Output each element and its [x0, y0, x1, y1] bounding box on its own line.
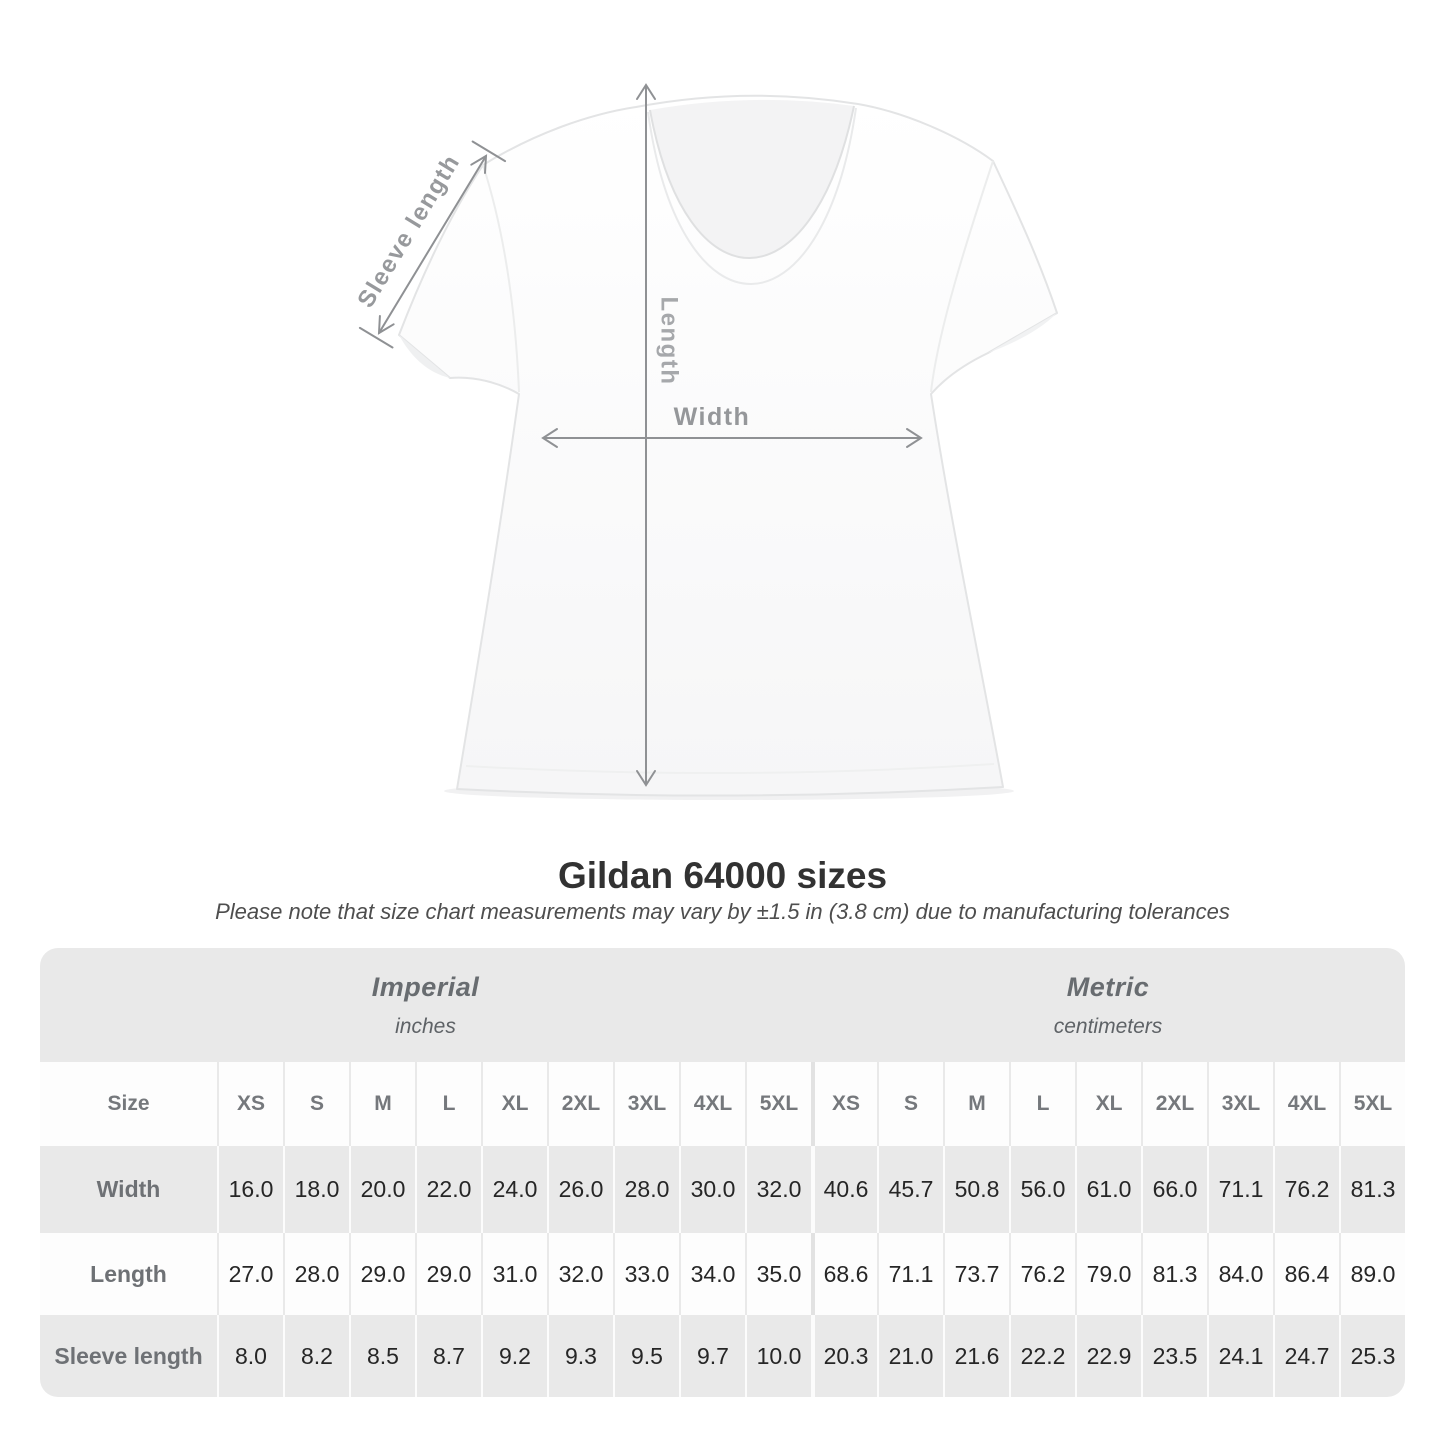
length-imperial-cell: 34.0 [679, 1233, 745, 1315]
width-metric-cell: 66.0 [1141, 1146, 1207, 1233]
sleeve-metric-cell: 23.5 [1141, 1315, 1207, 1397]
metric-group-title: Metric [1066, 971, 1150, 1002]
size-header-imperial-m: M [349, 1062, 415, 1146]
size-header-imperial-l: L [415, 1062, 481, 1146]
length-imperial-cell: 31.0 [481, 1233, 547, 1315]
size-table: Imperial inches Metric centimeters Size … [40, 948, 1405, 1397]
size-header-imperial-5xl: 5XL [745, 1062, 811, 1146]
width-metric-cell: 45.7 [877, 1146, 943, 1233]
size-header-metric-l: L [1009, 1062, 1075, 1146]
length-metric-cell: 84.0 [1207, 1233, 1273, 1315]
sleeve-metric-cell: 22.9 [1075, 1315, 1141, 1397]
size-header-metric-xl: XL [1075, 1062, 1141, 1146]
width-imperial-cell: 18.0 [283, 1146, 349, 1233]
length-metric-cell: 73.7 [943, 1233, 1009, 1315]
tshirt-measurement-diagram: Sleeve length Length Width [352, 83, 1058, 800]
sleeve-imperial-cell: 8.2 [283, 1315, 349, 1397]
row-label-sleeve-length: Sleeve length [40, 1315, 217, 1397]
sleeve-imperial-cell: 8.5 [349, 1315, 415, 1397]
width-metric-cell: 50.8 [943, 1146, 1009, 1233]
size-header-metric-xs: XS [811, 1062, 877, 1146]
collar [650, 99, 854, 259]
width-imperial-cell: 20.0 [349, 1146, 415, 1233]
width-imperial-cell: 22.0 [415, 1146, 481, 1233]
width-metric-cell: 40.6 [811, 1146, 877, 1233]
size-header-metric-5xl: 5XL [1339, 1062, 1405, 1146]
sleeve-imperial-cell: 9.2 [481, 1315, 547, 1397]
sleeve-length-arrow [358, 140, 507, 349]
length-dimension-label: Length [656, 297, 683, 386]
width-metric-cell: 61.0 [1075, 1146, 1141, 1233]
size-header-metric-m: M [943, 1062, 1009, 1146]
sleeve-metric-cell: 24.1 [1207, 1315, 1273, 1397]
length-metric-cell: 71.1 [877, 1233, 943, 1315]
length-imperial-cell: 28.0 [283, 1233, 349, 1315]
size-header-imperial-s: S [283, 1062, 349, 1146]
size-header-imperial-2xl: 2XL [547, 1062, 613, 1146]
imperial-group-title: Imperial [371, 971, 480, 1002]
sleeve-imperial-cell: 8.7 [415, 1315, 481, 1397]
sleeve-metric-cell: 21.6 [943, 1315, 1009, 1397]
page-title: Gildan 64000 sizes [557, 855, 888, 896]
sleeve-imperial-cell: 10.0 [745, 1315, 811, 1397]
size-header-imperial-xs: XS [217, 1062, 283, 1146]
tshirt-illustration [398, 94, 1058, 797]
row-label-length: Length [40, 1233, 217, 1315]
width-imperial-cell: 28.0 [613, 1146, 679, 1233]
size-header-metric-s: S [877, 1062, 943, 1146]
length-metric-cell: 89.0 [1339, 1233, 1405, 1315]
length-imperial-cell: 27.0 [217, 1233, 283, 1315]
length-metric-cell: 81.3 [1141, 1233, 1207, 1315]
sleeve-metric-cell: 20.3 [811, 1315, 877, 1397]
length-arrow [636, 83, 656, 787]
length-imperial-cell: 29.0 [349, 1233, 415, 1315]
size-header-metric-4xl: 4XL [1273, 1062, 1339, 1146]
width-metric-cell: 56.0 [1009, 1146, 1075, 1233]
size-header-imperial-3xl: 3XL [613, 1062, 679, 1146]
sleeve-imperial-cell: 9.3 [547, 1315, 613, 1397]
sleeve-metric-cell: 25.3 [1339, 1315, 1405, 1397]
sleeve-imperial-cell: 8.0 [217, 1315, 283, 1397]
row-label-width: Width [40, 1146, 217, 1233]
width-metric-cell: 76.2 [1273, 1146, 1339, 1233]
sleeve-metric-cell: 21.0 [877, 1315, 943, 1397]
length-imperial-cell: 35.0 [745, 1233, 811, 1315]
width-metric-cell: 81.3 [1339, 1146, 1405, 1233]
width-imperial-cell: 26.0 [547, 1146, 613, 1233]
size-header-metric-3xl: 3XL [1207, 1062, 1273, 1146]
length-metric-cell: 86.4 [1273, 1233, 1339, 1315]
size-header-imperial-4xl: 4XL [679, 1062, 745, 1146]
sleeve-imperial-cell: 9.5 [613, 1315, 679, 1397]
width-imperial-cell: 16.0 [217, 1146, 283, 1233]
imperial-group-unit: inches [395, 1014, 456, 1038]
length-imperial-cell: 29.0 [415, 1233, 481, 1315]
width-imperial-cell: 30.0 [679, 1146, 745, 1233]
size-header-imperial-xl: XL [481, 1062, 547, 1146]
length-metric-cell: 76.2 [1009, 1233, 1075, 1315]
size-column-header: Size [40, 1062, 217, 1146]
sleeve-metric-cell: 22.2 [1009, 1315, 1075, 1397]
sleeve-metric-cell: 24.7 [1273, 1315, 1339, 1397]
sleeve-imperial-cell: 9.7 [679, 1315, 745, 1397]
length-imperial-cell: 32.0 [547, 1233, 613, 1315]
width-arrow [541, 428, 923, 448]
tolerance-note: Please note that size chart measurements… [215, 899, 1230, 924]
width-imperial-cell: 32.0 [745, 1146, 811, 1233]
width-dimension-label: Width [674, 403, 751, 431]
length-metric-cell: 68.6 [811, 1233, 877, 1315]
imperial-group-header: Imperial inches [40, 948, 811, 1062]
length-metric-cell: 79.0 [1075, 1233, 1141, 1315]
metric-group-header: Metric centimeters [811, 948, 1405, 1062]
metric-group-unit: centimeters [1053, 1014, 1163, 1038]
size-header-metric-2xl: 2XL [1141, 1062, 1207, 1146]
width-imperial-cell: 24.0 [481, 1146, 547, 1233]
width-metric-cell: 71.1 [1207, 1146, 1273, 1233]
length-imperial-cell: 33.0 [613, 1233, 679, 1315]
